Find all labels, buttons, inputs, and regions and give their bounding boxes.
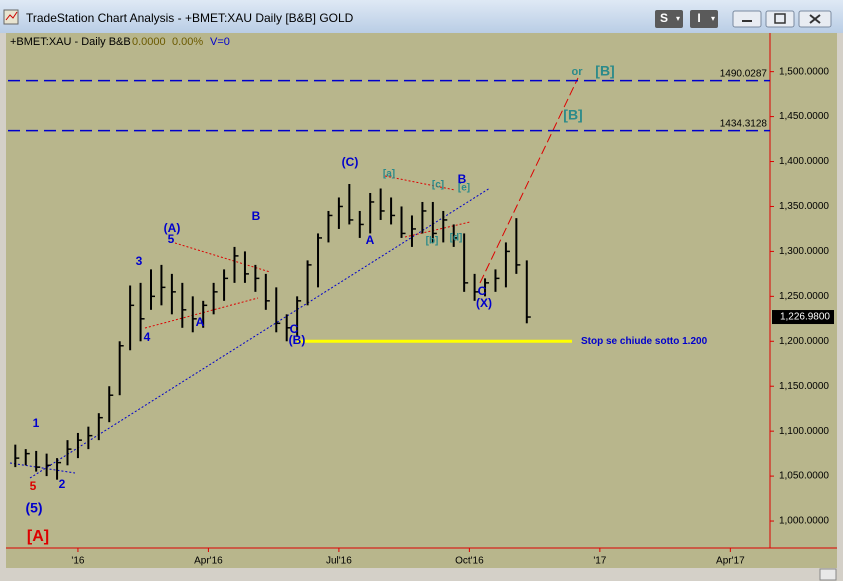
- s-button[interactable]: [655, 10, 683, 28]
- wave-label: A: [366, 233, 375, 247]
- y-tick-label: 1,450.0000: [779, 111, 829, 122]
- x-tick-label: Oct'16: [455, 556, 484, 567]
- wave-label: (5): [25, 500, 42, 516]
- wave-label: 4: [144, 330, 151, 344]
- x-tick-label: Apr'17: [716, 556, 745, 567]
- scroll-right[interactable]: [819, 568, 837, 581]
- trend-line: [144, 297, 259, 329]
- last-price-box: [772, 310, 834, 325]
- y-tick-label: 1,050.0000: [779, 471, 829, 482]
- i-button[interactable]: [690, 10, 718, 28]
- wave-label: 5: [168, 232, 175, 246]
- wave-label: C: [478, 284, 487, 298]
- wave-label: (X): [476, 296, 492, 310]
- wave-label: [d]: [450, 233, 463, 244]
- level-label: 1490.0287: [720, 68, 768, 79]
- i-button-arrow[interactable]: ▾: [711, 14, 715, 23]
- change-pct-label: 0.00%: [172, 36, 203, 48]
- trend-line: [174, 242, 271, 273]
- restore-button[interactable]: [765, 10, 795, 28]
- trend-line: [404, 221, 471, 238]
- wave-label: 1: [33, 416, 40, 430]
- y-tick-label: 1,500.0000: [779, 66, 829, 77]
- wave-label: [a]: [383, 169, 395, 180]
- wave-label: A: [196, 315, 205, 329]
- y-tick-label: 1,350.0000: [779, 201, 829, 212]
- wave-label: [B]: [595, 63, 614, 79]
- projection-line: [479, 77, 579, 284]
- last-price-label: 1,226.9800: [780, 312, 830, 323]
- wave-label: [b]: [426, 236, 439, 247]
- y-tick-label: 1,150.0000: [779, 381, 829, 392]
- wave-label: [c]: [432, 180, 444, 191]
- y-tick-label: 1,400.0000: [779, 156, 829, 167]
- wave-label: [A]: [27, 528, 49, 545]
- app-icon-glyph: [5, 11, 18, 21]
- window-title: TradeStation Chart Analysis - +BMET:XAU …: [26, 11, 354, 25]
- x-tick-label: '17: [593, 556, 606, 567]
- i-button-label[interactable]: I: [697, 11, 700, 25]
- trend-lines: [9, 77, 579, 479]
- wave-label: 5: [30, 479, 37, 493]
- wave-label: [B]: [563, 107, 582, 123]
- wave-label: C: [290, 322, 299, 336]
- scrollbar[interactable]: [6, 568, 837, 581]
- s-button-arrow[interactable]: ▾: [676, 14, 680, 23]
- restore-glyph[interactable]: [774, 13, 786, 24]
- chart-background: [6, 33, 837, 568]
- minimize-button[interactable]: [732, 10, 762, 28]
- wave-label: 2: [59, 477, 66, 491]
- x-tick-label: Apr'16: [194, 556, 223, 567]
- wave-label: B: [458, 172, 467, 186]
- symbol-label: +BMET:XAU - Daily B&B: [10, 36, 131, 48]
- wave-label: (C): [342, 155, 359, 169]
- x-tick-label: Jul'16: [326, 556, 352, 567]
- y-tick-label: 1,200.0000: [779, 336, 829, 347]
- wave-label: or: [572, 66, 584, 78]
- y-tick-label: 1,100.0000: [779, 426, 829, 437]
- y-tick-label: 1,300.0000: [779, 246, 829, 257]
- level-label: 1434.3128: [720, 118, 768, 129]
- close-glyph[interactable]: [809, 14, 821, 24]
- trend-line: [9, 462, 76, 474]
- wave-label: (B): [289, 333, 306, 347]
- y-tick-label: 1,000.0000: [779, 516, 829, 527]
- wave-label: [e]: [458, 183, 470, 194]
- stop-label: Stop se chiude sotto 1.200: [581, 336, 708, 347]
- x-tick-label: '16: [71, 556, 84, 567]
- change-label: 0.0000: [132, 36, 166, 48]
- y-tick-label: 1,250.0000: [779, 291, 829, 302]
- wave-label: B: [252, 209, 261, 223]
- app-icon: [3, 9, 19, 25]
- s-button-label[interactable]: S: [660, 11, 668, 25]
- wave-label: 3: [136, 254, 143, 268]
- volume-label: V=0: [210, 36, 230, 48]
- wave-label: (A): [164, 221, 181, 235]
- trend-line: [29, 187, 491, 479]
